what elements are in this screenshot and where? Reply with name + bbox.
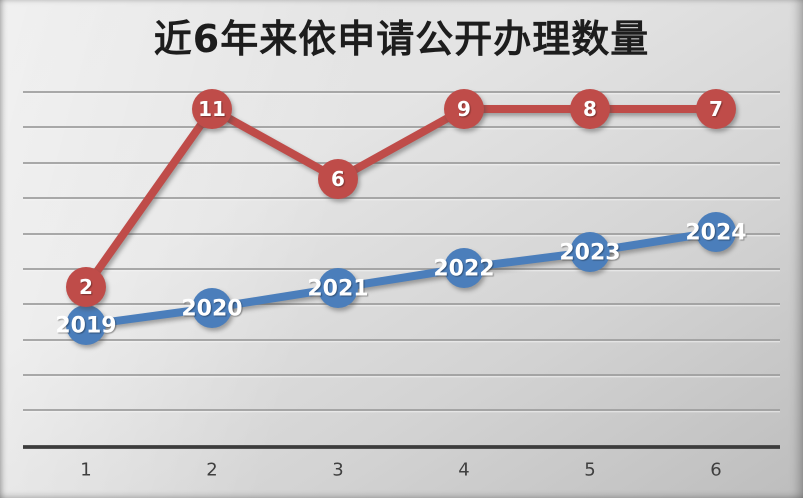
data-point-marker (444, 89, 484, 129)
series-line-1 (82, 105, 720, 291)
data-point-marker (66, 267, 106, 307)
data-point-label: 2019 (55, 314, 116, 339)
data-point-marker (570, 232, 610, 272)
data-point-marker (570, 89, 610, 129)
x-tick-label: 5 (584, 459, 595, 480)
data-point-label: 2 (79, 275, 93, 299)
series-line-0 (82, 228, 720, 329)
data-point-label: 2020 (181, 297, 242, 322)
data-point-marker (444, 248, 484, 288)
data-point-label: 8 (583, 97, 597, 121)
x-tick-label: 4 (458, 459, 469, 480)
data-point-marker (318, 159, 358, 199)
data-point-label: 2022 (433, 257, 494, 282)
data-point-marker (318, 268, 358, 308)
x-tick-label: 3 (332, 459, 343, 480)
chart-title: 近6年来依申请公开办理数量 (153, 17, 650, 61)
x-tick-label: 6 (710, 459, 721, 480)
data-point-label: 9 (457, 97, 471, 121)
data-point-label: 2023 (559, 241, 620, 266)
x-tick-label: 2 (206, 459, 217, 480)
data-point-marker (192, 89, 232, 129)
data-point-label: 2021 (307, 277, 368, 302)
data-point-marker (66, 305, 106, 345)
data-point-marker (696, 89, 736, 129)
x-tick-label: 1 (80, 459, 91, 480)
data-point-label: 11 (198, 97, 226, 121)
data-point-label: 6 (331, 167, 345, 191)
data-point-label: 2024 (685, 221, 746, 246)
data-point-label: 7 (709, 97, 723, 121)
data-point-marker (192, 288, 232, 328)
data-point-marker (696, 212, 736, 252)
